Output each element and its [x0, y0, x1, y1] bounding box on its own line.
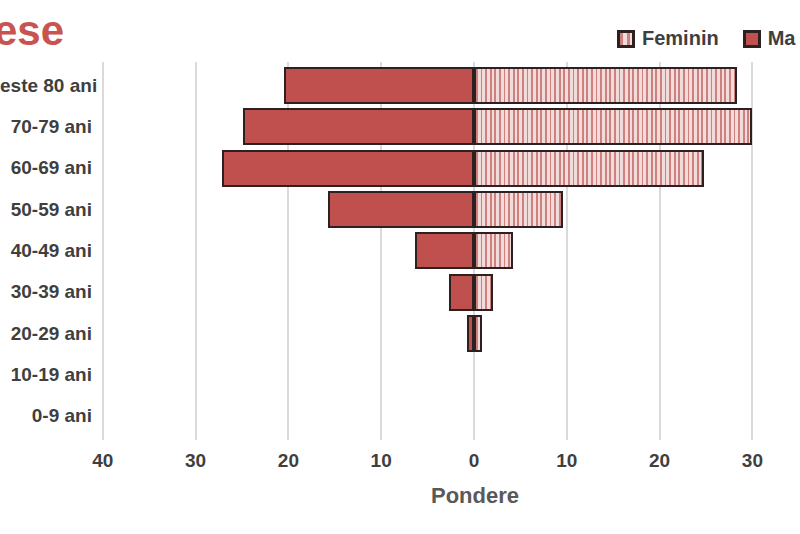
legend-label-feminin: Feminin — [642, 27, 719, 50]
bar-feminin-50-59-ani — [474, 191, 563, 228]
x-tick-0: 40 — [73, 450, 133, 472]
bar-feminin-20-29-ani — [474, 315, 482, 352]
y-label-40-49-ani: 40-49 ani — [0, 239, 92, 263]
chart-canvas: ese Feminin Ma 40 30 20 10 0 10 20 30 este 80 ani… — [0, 0, 800, 534]
x-tick-1: 30 — [166, 450, 226, 472]
gridline-0 — [102, 62, 104, 440]
bar-masculin-este-80-ani — [284, 67, 474, 104]
y-label-70-79-ani: 70-79 ani — [0, 115, 92, 139]
chart-title: ese — [0, 10, 64, 52]
bar-masculin-70-79-ani — [243, 108, 474, 145]
legend-label-masculin: Ma — [768, 27, 796, 50]
legend-item-feminin: Feminin — [617, 27, 719, 50]
bar-feminin-40-49-ani — [474, 232, 513, 269]
y-label-este-80-ani: este 80 ani — [0, 74, 92, 98]
gridline-7 — [751, 62, 753, 440]
legend-swatch-masculin — [743, 30, 761, 48]
x-tick-6: 20 — [630, 450, 690, 472]
bar-masculin-30-39-ani — [449, 274, 474, 311]
legend-swatch-feminin — [617, 30, 635, 48]
legend-item-masculin: Ma — [743, 27, 796, 50]
bar-feminin-30-39-ani — [474, 274, 493, 311]
y-label-30-39-ani: 30-39 ani — [0, 280, 92, 304]
gridline-1 — [195, 62, 197, 440]
y-label-10-19-ani: 10-19 ani — [0, 363, 92, 387]
x-tick-3: 10 — [351, 450, 411, 472]
x-tick-7: 30 — [722, 450, 782, 472]
y-label-20-29-ani: 20-29 ani — [0, 322, 92, 346]
legend: Feminin Ma — [617, 27, 795, 50]
x-axis-title: Pondere — [275, 483, 675, 509]
bar-masculin-40-49-ani — [415, 232, 474, 269]
y-label-50-59-ani: 50-59 ani — [0, 198, 92, 222]
bar-feminin-60-69-ani — [474, 150, 704, 187]
bar-feminin-este-80-ani — [474, 67, 737, 104]
x-tick-2: 20 — [258, 450, 318, 472]
x-tick-5: 10 — [537, 450, 597, 472]
x-tick-4: 0 — [444, 450, 504, 472]
y-label-60-69-ani: 60-69 ani — [0, 156, 92, 180]
bar-feminin-70-79-ani — [474, 108, 752, 145]
bar-masculin-20-29-ani — [467, 315, 474, 352]
y-label-0-9-ani: 0-9 ani — [0, 404, 92, 428]
bar-masculin-50-59-ani — [328, 191, 474, 228]
bar-masculin-60-69-ani — [222, 150, 474, 187]
